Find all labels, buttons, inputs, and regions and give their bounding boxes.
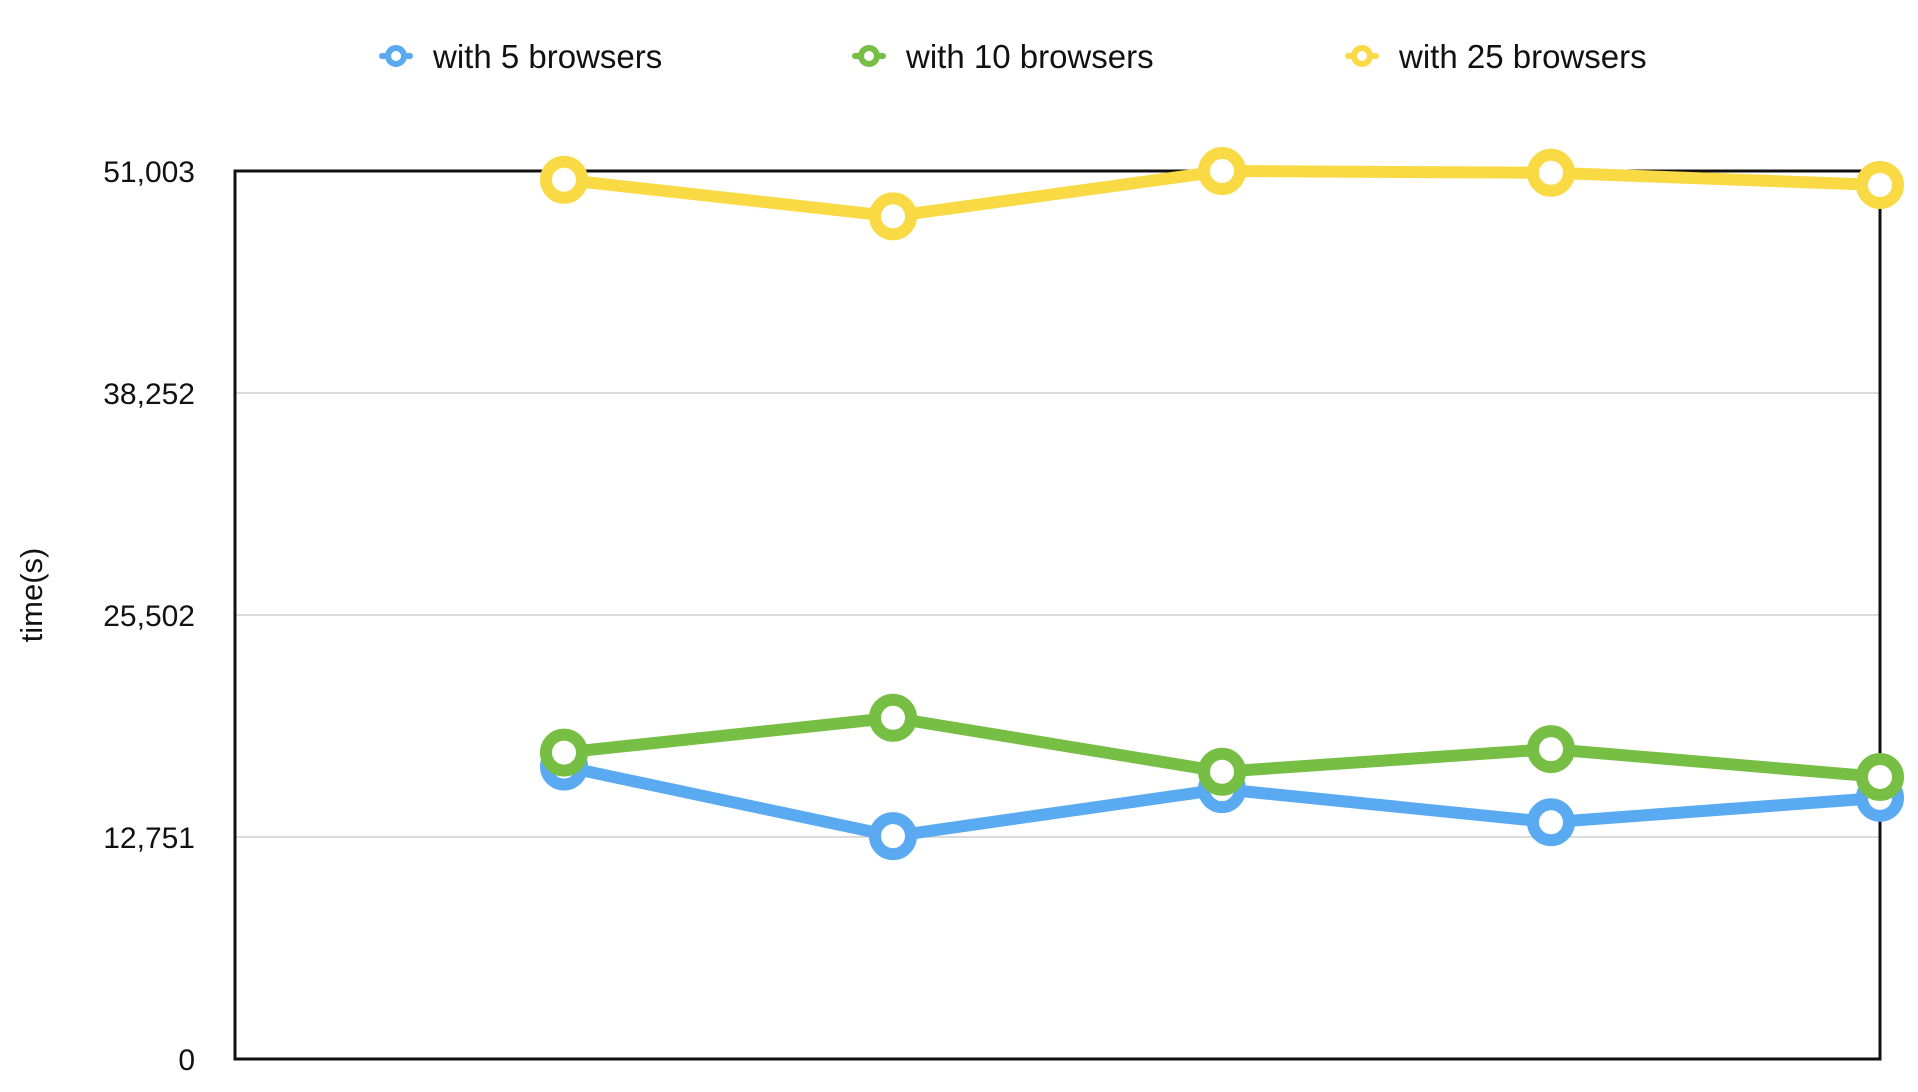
series-group (540, 147, 1904, 861)
series (540, 693, 1904, 801)
y-tick-label: 0 (178, 1044, 195, 1077)
data-point (1198, 747, 1246, 796)
data-point (869, 812, 917, 861)
legend-item: with 5 browsers (379, 38, 662, 75)
data-point (1527, 798, 1575, 847)
data-point (540, 155, 588, 204)
legend-label: with 5 browsers (432, 38, 662, 75)
legend-swatch-marker (385, 45, 407, 67)
data-point (1856, 160, 1904, 209)
legend-label: with 10 browsers (905, 38, 1154, 75)
y-tick-label: 25,502 (103, 600, 195, 633)
data-point (1527, 148, 1575, 197)
data-point (1198, 147, 1246, 196)
y-tick-label: 51,003 (103, 156, 195, 189)
y-tick-label: 38,252 (103, 378, 195, 411)
legend-label: with 25 browsers (1398, 38, 1647, 75)
legend-item: with 10 browsers (852, 38, 1154, 75)
legend: with 5 browsers with 10 browsers with 25 b… (379, 38, 1647, 75)
plot-frame (233, 169, 1882, 1061)
data-point (869, 693, 917, 742)
data-point (869, 192, 917, 241)
gridlines (235, 392, 1880, 838)
legend-swatch-marker (1351, 45, 1373, 67)
y-axis-ticks: 0 12,751 25,502 38,252 51,003 (103, 156, 195, 1077)
data-point (1527, 725, 1575, 774)
data-point (1856, 752, 1904, 801)
legend-item: with 25 browsers (1345, 38, 1647, 75)
y-axis-label: time(s) (14, 548, 49, 643)
y-tick-label: 12,751 (103, 822, 195, 855)
legend-swatch-marker (858, 45, 880, 67)
data-point (540, 728, 588, 777)
series (540, 147, 1904, 241)
